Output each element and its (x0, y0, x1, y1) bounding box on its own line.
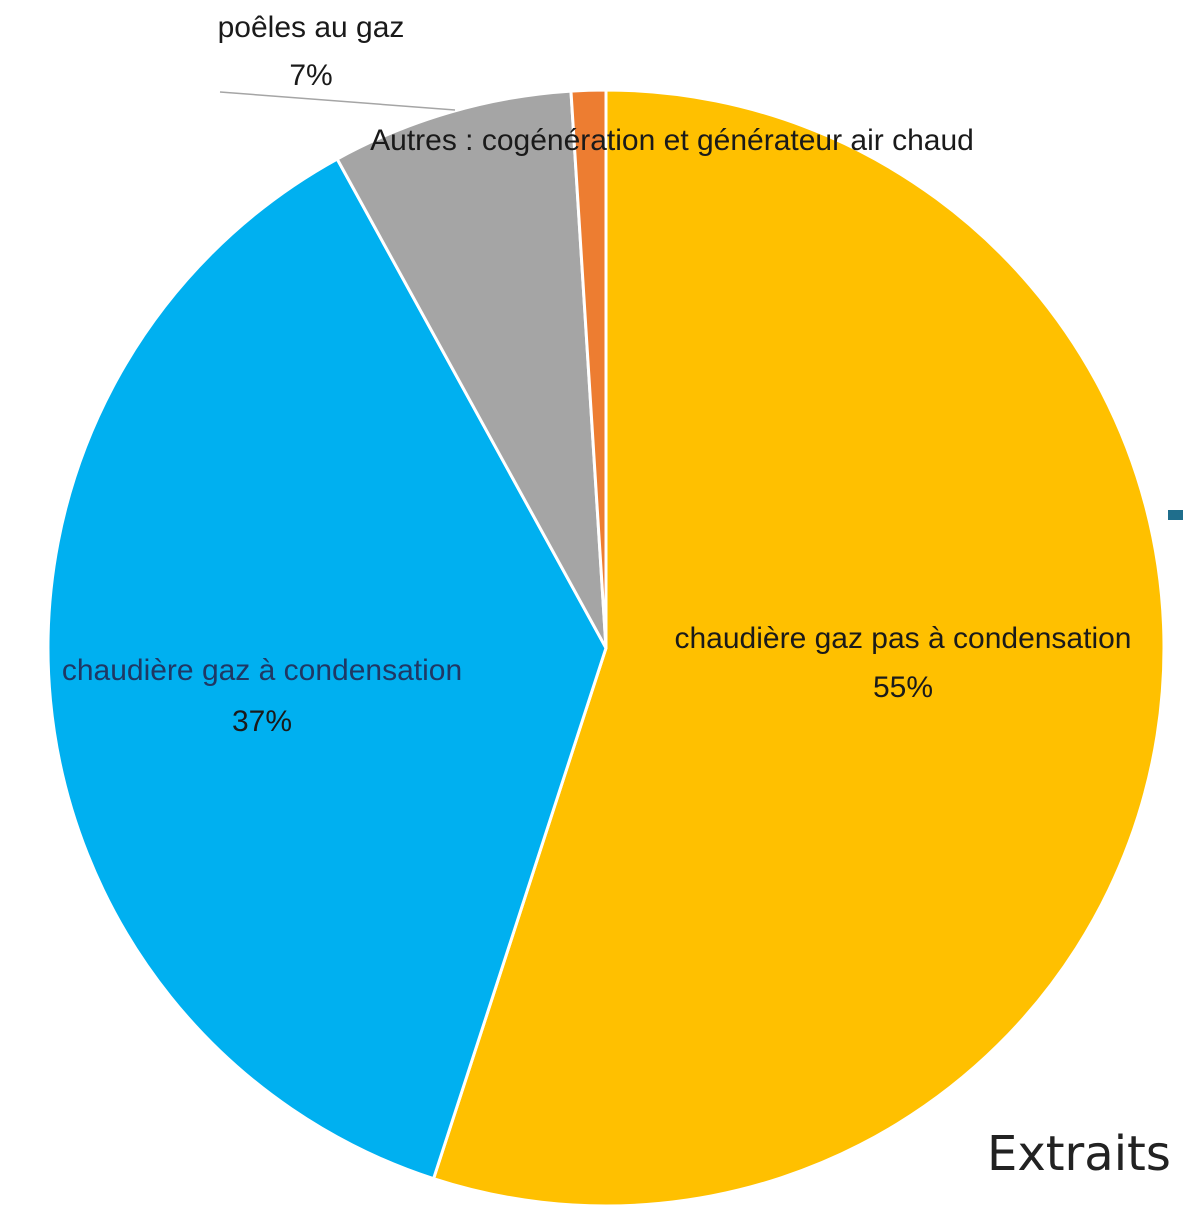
pie-slice-autres-cogeneration-et-generateur-air-chaud (569, 88, 608, 650)
label-name-condensing: chaudière gaz à condensation (62, 654, 462, 687)
pie-slice-poeles-au-gaz (335, 89, 608, 650)
label-value-condensing: 37% (232, 705, 292, 738)
label-name-poeles: poêles au gaz (218, 11, 405, 44)
label-value-poeles: 7% (289, 59, 332, 92)
pie-slice-chaudiere-gaz-pas-a-condensation (432, 88, 1166, 1205)
pie-slices (46, 88, 1166, 1205)
background-accent-mark (1168, 510, 1183, 520)
label-name-non-condensing: chaudière gaz pas à condensation (674, 622, 1131, 655)
leader-line-poeles (219, 91, 456, 111)
background-partial-text: Extraits (987, 1126, 1171, 1182)
label-value-non-condensing: 55% (873, 671, 933, 704)
pie-slice-chaudiere-gaz-a-condensation (46, 157, 608, 1181)
label-name-autres: Autres : cogénération et générateur air … (370, 124, 974, 157)
